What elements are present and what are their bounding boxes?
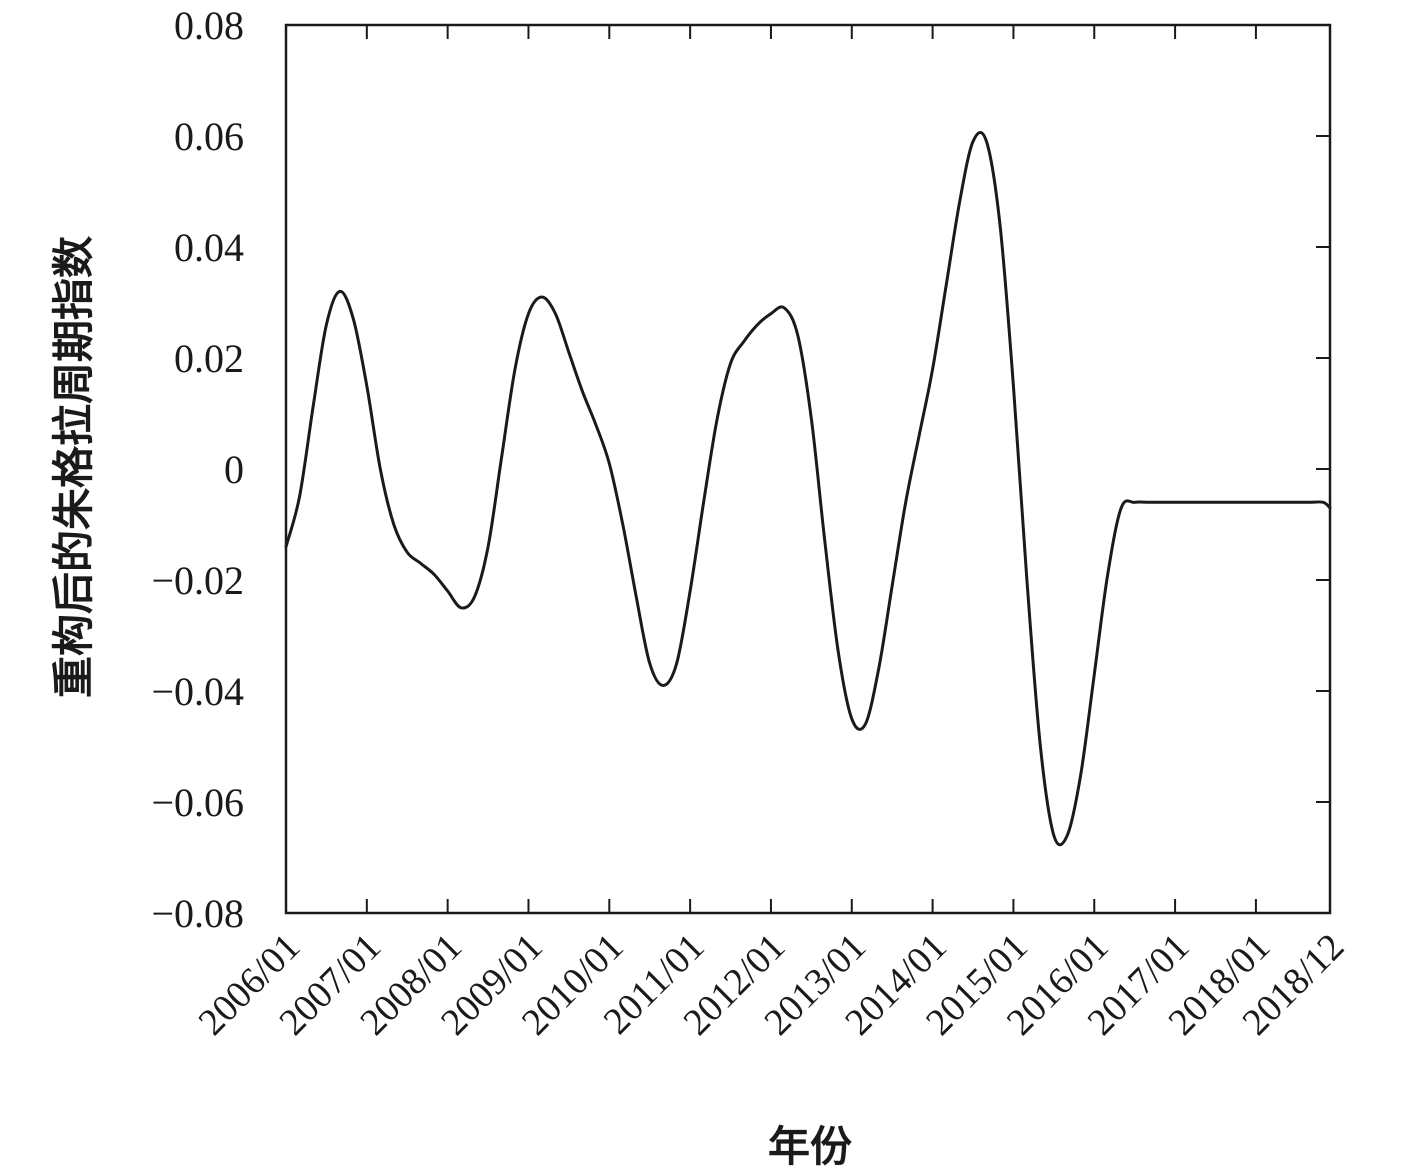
y-tick-label: −0.02: [151, 558, 244, 603]
y-tick-label: 0.06: [174, 114, 244, 159]
x-axis-title: 年份: [768, 1122, 852, 1171]
x-axis-ticks: 2006/012007/012008/012009/012010/012011/…: [191, 25, 1352, 1043]
y-tick-label: 0.02: [174, 336, 244, 381]
series-line: [284, 131, 1332, 847]
y-tick-label: −0.06: [151, 780, 244, 825]
y-tick-label: 0: [224, 447, 244, 492]
y-tick-label: 0.08: [174, 3, 244, 48]
y-tick-label: 0.04: [174, 225, 244, 270]
plot-frame: [284, 23, 1332, 915]
y-axis-title: 重构后的朱格拉周期指数: [49, 236, 98, 698]
y-axis-ticks: 0.08 0.06 0.04 0.02 0 −0.02 −0.04 −0.06 −0.08: [151, 3, 1330, 936]
y-tick-label: −0.08: [151, 891, 244, 936]
y-tick-label: −0.04: [151, 669, 244, 714]
